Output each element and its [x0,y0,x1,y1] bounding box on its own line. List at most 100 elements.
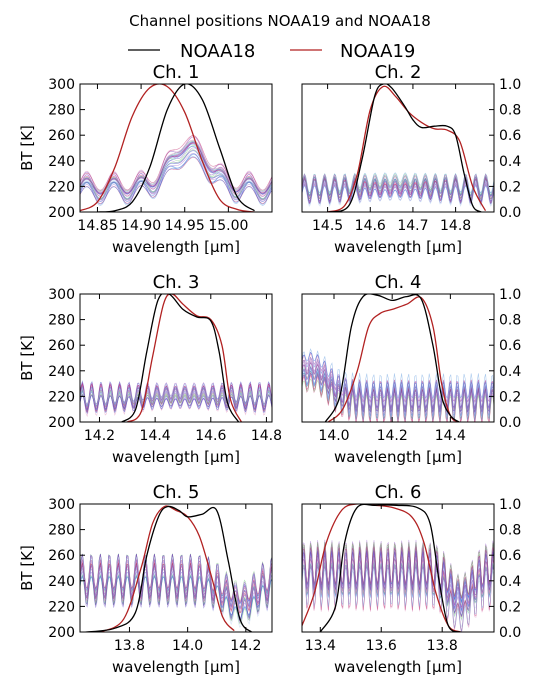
y-tick-label: 300 [48,287,75,303]
y-tick-label: 220 [48,599,75,615]
bt-spectrum-line [302,367,494,413]
x-tick-label: 14.85 [77,218,117,234]
bt-spectrum-line [80,562,272,603]
y-tick-label: 280 [48,313,75,329]
x-tick-label: 14.2 [84,428,115,444]
legend: NOAA18 NOAA19 [128,41,415,62]
y2-tick-label: 0.0 [499,625,521,641]
y2-tick-label: 0.4 [499,364,521,380]
x-axis-label: wavelength [µm] [334,658,462,676]
subplot-title: Ch. 1 [153,62,200,83]
y2-tick-label: 1.0 [499,497,521,513]
srf-curves [302,504,461,632]
bt-spectrum-line [80,145,272,195]
y-tick-label: 260 [48,338,75,354]
x-tick-label: 13.4 [305,638,336,654]
bt-spectrum-line [80,394,272,411]
srf-line-noaa18 [324,294,460,422]
y2-tick-label: 0.8 [499,313,521,329]
y-tick-label: 280 [48,523,75,539]
x-tick-label: 14.6 [195,428,226,444]
y2-tick-label: 0.4 [499,574,521,590]
srf-line-noaa18 [85,505,253,632]
bt-spectrum-line [80,382,272,410]
x-tick-label: 14.2 [377,428,408,444]
x-tick-label: 14.7 [397,218,428,234]
bt-spectrum-line [302,367,494,421]
x-tick-label: 13.8 [114,638,145,654]
bt-spectrum-line [80,139,272,192]
bt-spectrum-line [80,144,272,200]
srf-curves [80,84,255,212]
y-tick-label: 240 [48,364,75,380]
legend-label-noaa19: NOAA19 [340,41,415,62]
x-axis-label: wavelength [µm] [334,448,462,466]
srf-line-noaa18 [121,294,240,422]
y2-tick-label: 0.6 [499,548,521,564]
y2-tick-label: 0.2 [499,389,521,405]
bt-spectra [302,348,494,422]
y2-tick-label: 0.6 [499,128,521,144]
subplots: 14.85 14.90 14.95 15.00 200 220 240 260 280 300 Ch… [18,62,521,676]
x-tick-label: 15.00 [208,218,248,234]
y-axis-label: BT [K] [18,335,36,381]
bt-spectrum-line [302,176,494,203]
x-axis-label: wavelength [µm] [112,448,240,466]
bt-spectrum-line [302,353,494,404]
subplot-title: Ch. 3 [153,272,200,293]
srf-line-noaa18 [319,504,461,632]
srf-line-noaa19 [126,294,242,422]
subplot-ch4: 14.0 14.2 14.4 0.0 0.2 0.4 0.6 0.8 1.0 Ch. 4 wavel… [301,272,521,466]
axes-frame [301,293,495,423]
bt-spectrum-line [80,386,272,407]
x-tick-label: 14.8 [251,428,282,444]
axes-frame [79,83,273,213]
y-tick-label: 200 [48,205,75,221]
y2-tick-label: 0.0 [499,205,521,221]
bt-spectrum-line [80,381,272,408]
srf-line-noaa18 [327,84,482,212]
y-tick-label: 200 [48,625,75,641]
y2-tick-label: 0.8 [499,523,521,539]
y-tick-label: 220 [48,389,75,405]
figure-title: Channel positions NOAA19 and NOAA18 [129,12,431,30]
bt-spectra [302,539,494,632]
bt-spectrum-line [80,156,272,202]
x-tick-label: 14.8 [440,218,471,234]
y-tick-label: 260 [48,128,75,144]
x-tick-label: 14.5 [312,218,343,234]
srf-line-noaa19 [80,84,255,212]
bt-spectrum-line [80,142,272,195]
axes-frame [79,293,273,423]
bt-spectrum-line [80,567,272,608]
bt-spectra [302,172,494,208]
subplot-ch5: 13.8 14.0 14.2 200 220 240 260 280 300 Ch. 5 wavel… [18,482,273,676]
srf-curves [121,294,242,422]
x-axis-label: wavelength [µm] [334,238,462,256]
bt-spectrum-line [80,393,272,408]
y-tick-label: 280 [48,103,75,119]
bt-spectra [80,553,272,628]
subplot-title: Ch. 5 [153,482,200,503]
y2-tick-label: 0.4 [499,154,521,170]
bt-spectrum-line [80,150,272,200]
y-tick-label: 240 [48,574,75,590]
bt-spectra [80,135,272,206]
y-axis-label: BT [K] [18,125,36,171]
bt-spectrum-line [302,351,494,400]
bt-spectrum-line [80,142,272,194]
legend-label-noaa18: NOAA18 [180,41,255,62]
y-tick-label: 240 [48,154,75,170]
subplot-ch2: 14.5 14.6 14.7 14.8 0.0 0.2 0.4 0.6 0.8 1.0 Ch. 2 w… [301,62,521,256]
y2-tick-label: 0.2 [499,179,521,195]
bt-spectrum-line [80,562,272,613]
srf-line-noaa19 [302,504,461,632]
y-tick-label: 300 [48,77,75,93]
srf-line-noaa19 [100,505,235,632]
y2-tick-label: 0.0 [499,415,521,431]
y-tick-label: 220 [48,179,75,195]
y-tick-label: 300 [48,497,75,513]
y2-tick-label: 1.0 [499,77,521,93]
y2-tick-label: 0.6 [499,338,521,354]
srf-curves [85,505,253,632]
